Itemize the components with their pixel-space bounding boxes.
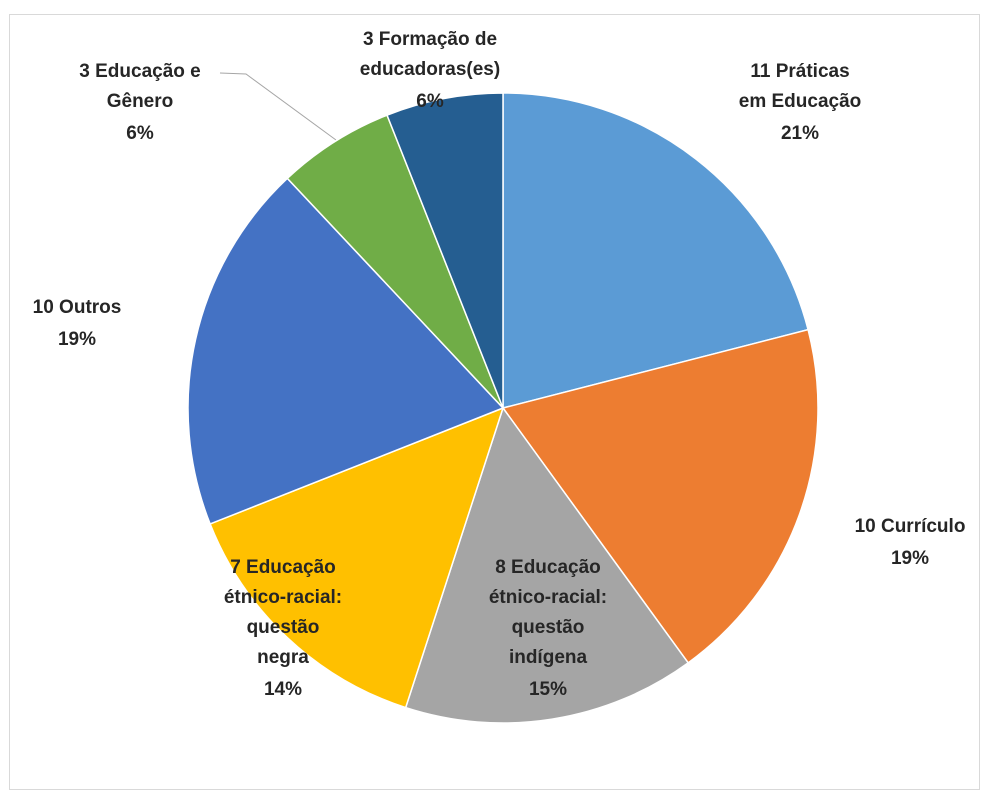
slice-value-label: 14% [264, 679, 302, 700]
slice-label: educadoras(es) [360, 59, 500, 80]
pie-slice [501, 328, 819, 664]
leader-line [219, 72, 337, 141]
slice-label: em Educação [739, 91, 862, 112]
pie-slice [286, 114, 504, 409]
slice-label: étnico-racial: [489, 587, 607, 608]
pie-slice [386, 92, 504, 409]
slice-label: indígena [509, 647, 588, 668]
slice-label: 7 Educação [230, 557, 336, 578]
slice-label: étnico-racial: [224, 587, 342, 608]
slice-label: 3 Formação de [363, 29, 497, 50]
pie-slice [502, 92, 810, 409]
slice-value-label: 19% [891, 548, 929, 569]
pie-slice [209, 406, 505, 709]
slice-label: 10 Outros [33, 297, 122, 318]
pie-slice [187, 177, 505, 525]
slice-value-label: 15% [529, 679, 567, 700]
slice-label: 8 Educação [495, 557, 601, 578]
slice-label: questão [512, 617, 585, 638]
slice-value-label: 6% [416, 91, 444, 112]
pie-slice [404, 406, 690, 724]
slice-label: 3 Educação e [79, 61, 200, 82]
slice-value-label: 19% [58, 329, 96, 350]
slice-label: 11 Práticas [750, 61, 849, 82]
slice-label: questão [247, 617, 320, 638]
slice-value-label: 21% [781, 123, 819, 144]
slice-label: Gênero [107, 91, 174, 112]
slice-label: 10 Currículo [855, 516, 966, 537]
slice-label: negra [257, 647, 309, 668]
slice-value-label: 6% [126, 123, 154, 144]
